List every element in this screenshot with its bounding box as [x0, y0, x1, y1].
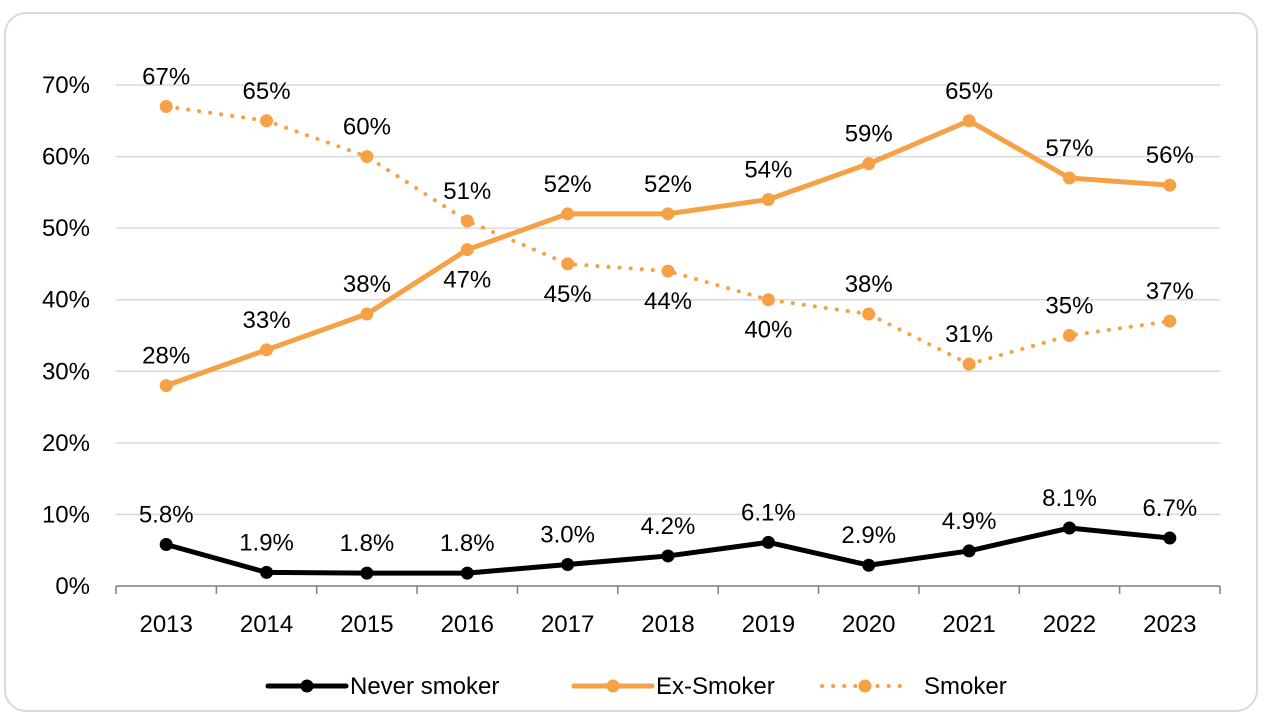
x-tick-label: 2018	[641, 611, 694, 638]
data-label: 57%	[1045, 135, 1093, 162]
y-tick-label: 40%	[42, 287, 90, 314]
x-tick-label: 2017	[541, 611, 594, 638]
data-point	[561, 207, 575, 221]
data-point	[260, 114, 274, 128]
legend-label: Never smoker	[350, 673, 499, 700]
data-label: 40%	[744, 317, 792, 344]
data-point	[862, 558, 876, 572]
data-label: 45%	[544, 281, 592, 308]
data-label: 47%	[443, 267, 491, 294]
data-point	[460, 214, 474, 228]
data-label: 60%	[343, 114, 391, 141]
data-label: 38%	[845, 271, 893, 298]
legend-label: Smoker	[924, 673, 1007, 700]
legend: Never smoker Ex-Smoker Smoker	[265, 673, 1007, 700]
data-point	[260, 343, 274, 357]
x-tick-label: 2021	[942, 611, 995, 638]
data-label: 4.9%	[942, 508, 997, 535]
data-label: 1.8%	[340, 530, 395, 557]
y-tick-label: 50%	[42, 215, 90, 242]
data-label: 35%	[1045, 293, 1093, 320]
data-label: 67%	[142, 63, 190, 90]
series-line-smoker	[164, 104, 1172, 367]
data-label: 65%	[243, 78, 291, 105]
data-point	[661, 264, 675, 278]
data-label: 51%	[443, 178, 491, 205]
y-tick-label: 20%	[42, 430, 90, 457]
y-tick-label: 0%	[55, 573, 90, 600]
series-lines	[159, 99, 1177, 580]
data-point	[1062, 171, 1076, 185]
data-label: 28%	[142, 343, 190, 370]
data-label: 37%	[1146, 278, 1194, 305]
data-point	[360, 307, 374, 321]
data-point	[661, 549, 675, 563]
x-tick-label: 2019	[742, 611, 795, 638]
data-label: 6.1%	[741, 499, 796, 526]
data-point	[360, 150, 374, 164]
data-label: 6.7%	[1142, 495, 1197, 522]
data-label: 5.8%	[139, 501, 194, 528]
data-point	[962, 114, 976, 128]
data-point	[1062, 329, 1076, 342]
data-label: 8.1%	[1042, 485, 1097, 512]
y-tick-label: 30%	[42, 358, 90, 385]
data-point	[761, 193, 775, 207]
data-point	[159, 99, 173, 113]
legend-marker	[606, 679, 620, 693]
y-tick-label: 60%	[42, 144, 90, 171]
y-tick-label: 10%	[42, 501, 90, 528]
data-point	[159, 379, 173, 393]
data-label: 59%	[845, 121, 893, 148]
data-point	[460, 566, 474, 580]
data-point	[761, 535, 775, 549]
data-point	[159, 537, 173, 551]
data-point	[862, 157, 876, 171]
legend-label: Ex-Smoker	[656, 673, 775, 700]
data-label: 56%	[1146, 142, 1194, 169]
axes: 0% 10% 20% 30% 40% 50% 60% 70% 2013 2014 2015 2016 2…	[42, 72, 1221, 638]
legend-marker	[300, 679, 314, 693]
data-label: 1.8%	[440, 530, 495, 557]
data-point	[561, 558, 575, 572]
x-tick-label: 2023	[1143, 611, 1196, 638]
legend-marker	[858, 679, 872, 693]
data-label: 52%	[644, 171, 692, 198]
y-tick-label: 70%	[42, 72, 90, 99]
series-line-ex-smoker	[163, 118, 1173, 389]
data-point	[360, 566, 374, 580]
x-tick-label: 2014	[240, 611, 293, 638]
data-point	[260, 565, 274, 579]
data-label: 2.9%	[841, 522, 896, 549]
data-label: 65%	[945, 78, 993, 105]
data-label: 3.0%	[540, 522, 595, 549]
data-label: 1.9%	[239, 529, 294, 556]
data-point	[1163, 531, 1177, 545]
data-label: 31%	[945, 321, 993, 348]
data-label: 33%	[243, 307, 291, 334]
data-point	[460, 243, 474, 257]
chart-frame	[4, 12, 1258, 712]
data-point	[761, 293, 775, 307]
data-label: 54%	[744, 157, 792, 184]
data-point	[661, 207, 675, 221]
data-point	[1163, 178, 1177, 192]
data-point	[561, 257, 575, 271]
data-label: 44%	[644, 288, 692, 315]
x-tick-label: 2013	[139, 611, 192, 638]
data-labels: 5.8% 1.9% 1.8% 1.8% 3.0% 4.2% 6.1% 2.9% 4.9% 8.1%…	[139, 63, 1197, 557]
data-label: 4.2%	[641, 513, 696, 540]
x-tick-label: 2022	[1043, 611, 1096, 638]
data-point	[962, 357, 976, 371]
data-point	[1163, 314, 1177, 328]
data-point	[1062, 521, 1076, 535]
data-point	[962, 544, 976, 558]
data-label: 52%	[544, 171, 592, 198]
x-tick-label: 2015	[340, 611, 393, 638]
data-point	[862, 307, 876, 321]
x-tick-label: 2020	[842, 611, 895, 638]
data-label: 38%	[343, 271, 391, 298]
x-tick-label: 2016	[441, 611, 494, 638]
